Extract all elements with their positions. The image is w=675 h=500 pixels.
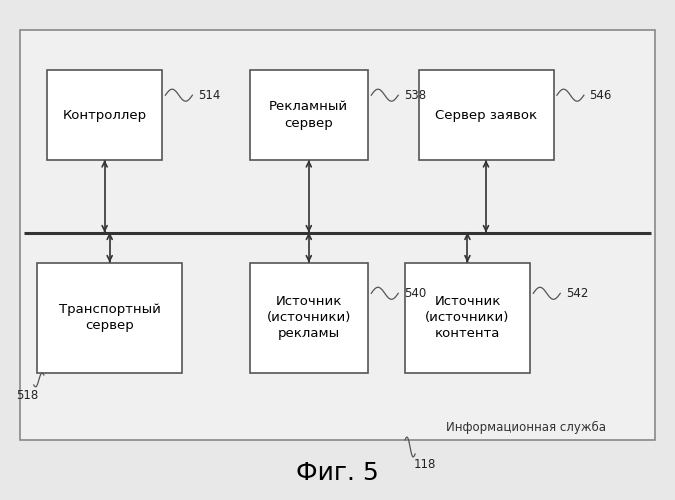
Text: Рекламный
сервер: Рекламный сервер — [269, 100, 348, 130]
Text: Информационная служба: Информационная служба — [446, 421, 607, 434]
Text: 540: 540 — [404, 287, 426, 300]
Bar — [405, 262, 530, 372]
Bar — [250, 70, 368, 160]
Text: 514: 514 — [198, 88, 220, 102]
Text: 118: 118 — [414, 458, 437, 471]
Bar — [250, 262, 368, 372]
Bar — [37, 262, 182, 372]
Text: Источник
(источники)
контента: Источник (источники) контента — [425, 295, 510, 340]
Text: Фиг. 5: Фиг. 5 — [296, 460, 379, 484]
Text: Сервер заявок: Сервер заявок — [435, 108, 537, 122]
Bar — [20, 30, 655, 440]
Text: 546: 546 — [589, 88, 612, 102]
Text: 538: 538 — [404, 88, 426, 102]
Text: Транспортный
сервер: Транспортный сервер — [59, 303, 161, 332]
Text: 518: 518 — [16, 389, 38, 402]
Text: 542: 542 — [566, 287, 588, 300]
Text: Контроллер: Контроллер — [63, 108, 146, 122]
Bar — [47, 70, 162, 160]
Bar — [418, 70, 554, 160]
Text: Источник
(источники)
рекламы: Источник (источники) рекламы — [267, 295, 351, 340]
